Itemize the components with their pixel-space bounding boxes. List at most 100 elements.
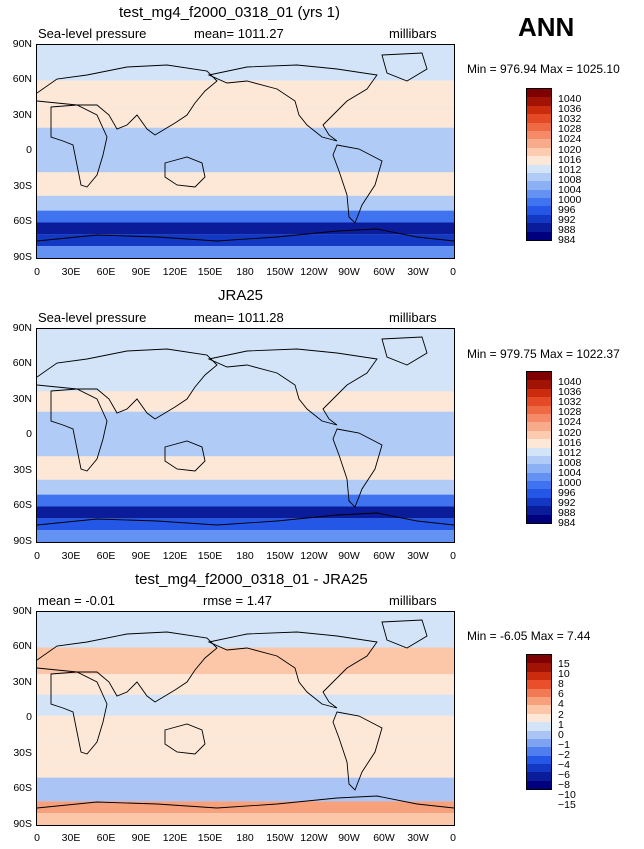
lat-tick-60n: 60N bbox=[12, 73, 32, 85]
panel-1-map bbox=[36, 44, 455, 259]
lon-tick: 0 bbox=[450, 266, 456, 278]
colorbar-label: −6 bbox=[558, 769, 570, 782]
lon-tick: 30W bbox=[407, 266, 429, 278]
lat-tick-0: 0 bbox=[26, 428, 32, 440]
colorbar-swatch bbox=[527, 680, 551, 689]
coast-south-america bbox=[332, 711, 383, 791]
panel-3-colorbar bbox=[526, 654, 552, 791]
coast-africa bbox=[50, 104, 108, 188]
colorbar-swatch bbox=[527, 705, 551, 714]
panel-2-coastlines bbox=[37, 336, 454, 526]
lat-tick-30n: 30N bbox=[12, 109, 32, 121]
lon-tick: 150W bbox=[266, 550, 294, 562]
panel-2-colorbar bbox=[526, 371, 552, 525]
contour-band bbox=[37, 127, 454, 149]
lon-tick: 90E bbox=[131, 832, 151, 844]
colorbar-label: 1040 bbox=[558, 376, 582, 388]
contour-band bbox=[37, 530, 454, 542]
colorbar-label: −15 bbox=[558, 799, 576, 812]
colorbar-swatch bbox=[527, 189, 551, 199]
panel-2-mean-label: mean= 1011.28 bbox=[194, 310, 284, 325]
lon-tick: 60E bbox=[96, 266, 116, 278]
colorbar-swatch bbox=[527, 89, 551, 98]
lat-tick-60n: 60N bbox=[12, 640, 32, 652]
contour-band bbox=[37, 456, 454, 480]
panel-2-contour-fill bbox=[37, 329, 454, 542]
colorbar-label: 1 bbox=[558, 718, 564, 731]
lon-tick: 180 bbox=[236, 266, 254, 278]
panel-1-min-max: Min = 976.94 Max = 1025.10 bbox=[467, 62, 620, 76]
coast-south-america bbox=[332, 428, 383, 508]
lat-tick-90s: 90S bbox=[13, 251, 32, 263]
colorbar-label: 1024 bbox=[558, 416, 582, 429]
panel-3-mean-label: mean = -0.01 bbox=[38, 593, 115, 608]
lat-tick-60s: 60S bbox=[13, 215, 32, 227]
panel-3-rmse-label: rmse = 1.47 bbox=[203, 593, 273, 608]
colorbar-swatch bbox=[527, 764, 551, 773]
panel-1-title: test_mg4_f2000_0318_01 (yrs 1) bbox=[119, 4, 340, 21]
colorbar-swatch bbox=[527, 696, 551, 706]
lat-tick-0: 0 bbox=[26, 144, 32, 156]
coast-europe-asia bbox=[37, 631, 218, 703]
coast-greenland bbox=[381, 52, 428, 82]
lon-tick: 120E bbox=[162, 550, 188, 562]
colorbar-swatch bbox=[527, 206, 551, 215]
lon-tick: 60W bbox=[373, 832, 395, 844]
colorbar-swatch bbox=[527, 114, 551, 123]
colorbar-swatch bbox=[527, 156, 551, 165]
colorbar-label: 996 bbox=[558, 204, 576, 217]
contour-band bbox=[37, 391, 454, 412]
colorbar-label: 1004 bbox=[558, 466, 582, 479]
colorbar-label: 1008 bbox=[558, 173, 582, 186]
panel-2-map bbox=[36, 328, 455, 543]
colorbar-swatch bbox=[527, 388, 551, 398]
lon-tick: 120W bbox=[300, 832, 328, 844]
colorbar-label: 1032 bbox=[558, 113, 582, 126]
lat-tick-90s: 90S bbox=[13, 818, 32, 830]
colorbar-label: 1012 bbox=[558, 163, 582, 176]
colorbar-swatch bbox=[527, 671, 551, 681]
colorbar-label: 15 bbox=[558, 658, 570, 670]
lon-tick: 90E bbox=[131, 266, 151, 278]
colorbar-label: 10 bbox=[558, 668, 570, 681]
coast-australia bbox=[164, 723, 206, 755]
colorbar-swatch bbox=[527, 122, 551, 131]
panel-3-title: test_mg4_f2000_0318_01 - JRA25 bbox=[135, 571, 368, 588]
lat-tick-30n: 30N bbox=[12, 393, 32, 405]
lon-tick: 180 bbox=[236, 550, 254, 562]
colorbar-swatch bbox=[527, 172, 551, 182]
lon-tick: 150W bbox=[266, 266, 294, 278]
panel-1-coastlines bbox=[37, 52, 454, 242]
coast-antarctica bbox=[37, 795, 454, 809]
contour-band bbox=[37, 694, 454, 716]
contour-band bbox=[37, 148, 454, 173]
colorbar-label: 1036 bbox=[558, 103, 582, 116]
colorbar-label: −1 bbox=[558, 738, 570, 751]
contour-band bbox=[37, 195, 454, 211]
lat-tick-30n: 30N bbox=[12, 676, 32, 688]
colorbar-swatch bbox=[527, 105, 551, 115]
lon-tick: 30W bbox=[407, 550, 429, 562]
contour-band bbox=[37, 813, 454, 825]
lat-tick-90n: 90N bbox=[12, 605, 32, 617]
coast-antarctica bbox=[37, 512, 454, 526]
colorbar-swatch bbox=[527, 397, 551, 406]
colorbar-swatch bbox=[527, 422, 551, 431]
colorbar-label: 1004 bbox=[558, 183, 582, 196]
colorbar-label: 1000 bbox=[558, 194, 582, 206]
colorbar-label: 1016 bbox=[558, 153, 582, 166]
lon-tick: 0 bbox=[34, 266, 40, 278]
colorbar-swatch bbox=[527, 713, 551, 723]
lon-tick: 150E bbox=[197, 550, 223, 562]
colorbar-label: 1040 bbox=[558, 93, 582, 105]
coast-greenland bbox=[381, 336, 428, 366]
colorbar-swatch bbox=[527, 455, 551, 465]
season-label: ANN bbox=[518, 12, 575, 42]
lon-tick: 0 bbox=[450, 832, 456, 844]
colorbar-label: −10 bbox=[558, 789, 576, 802]
panel-3-map bbox=[36, 611, 455, 826]
lon-tick: 30W bbox=[407, 832, 429, 844]
coast-europe-asia bbox=[37, 64, 218, 136]
contour-band bbox=[37, 107, 454, 128]
colorbar-label: 1020 bbox=[558, 143, 582, 156]
